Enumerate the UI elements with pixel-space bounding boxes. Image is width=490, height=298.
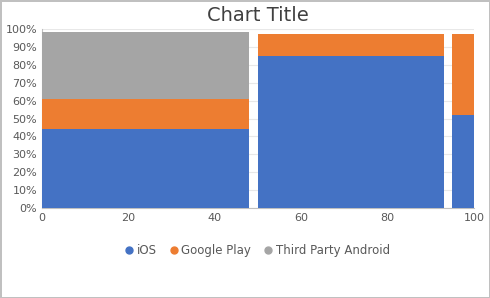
Bar bbox=[42, 129, 249, 208]
Bar bbox=[258, 34, 444, 56]
Bar bbox=[42, 32, 249, 99]
Bar bbox=[452, 115, 474, 208]
Legend: iOS, Google Play, Third Party Android: iOS, Google Play, Third Party Android bbox=[121, 239, 395, 262]
Bar bbox=[452, 34, 474, 115]
Bar bbox=[42, 99, 249, 129]
Title: Chart Title: Chart Title bbox=[207, 6, 309, 24]
Bar bbox=[258, 56, 444, 208]
